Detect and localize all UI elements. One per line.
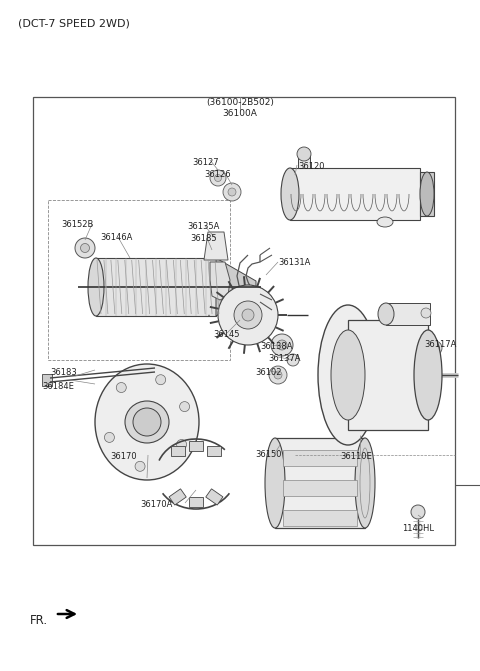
Bar: [189, 497, 203, 507]
Ellipse shape: [88, 258, 104, 316]
Text: 36184E: 36184E: [42, 382, 74, 391]
Bar: [290, 168, 420, 220]
Polygon shape: [216, 258, 256, 316]
Polygon shape: [204, 232, 228, 260]
Text: 36117A: 36117A: [424, 340, 456, 349]
Bar: [189, 441, 203, 451]
Ellipse shape: [281, 168, 299, 220]
Circle shape: [411, 505, 425, 519]
Text: 36185: 36185: [190, 234, 216, 243]
Bar: [171, 446, 185, 456]
Circle shape: [177, 440, 187, 450]
Ellipse shape: [355, 438, 375, 528]
Text: 36146A: 36146A: [100, 233, 132, 242]
Text: 1140HL: 1140HL: [402, 524, 434, 533]
Ellipse shape: [414, 330, 442, 420]
Bar: [207, 446, 221, 456]
Circle shape: [133, 408, 161, 436]
Ellipse shape: [265, 438, 285, 528]
Text: 36127: 36127: [192, 158, 218, 167]
Circle shape: [223, 183, 241, 201]
Text: 36183: 36183: [50, 368, 77, 377]
Text: 36135A: 36135A: [187, 222, 219, 231]
Text: 36138A: 36138A: [260, 342, 292, 351]
Bar: [420, 172, 434, 216]
Ellipse shape: [331, 330, 365, 420]
Bar: [275, 438, 365, 528]
Text: 36131A: 36131A: [278, 258, 311, 267]
Circle shape: [156, 374, 166, 384]
Circle shape: [105, 432, 114, 442]
Bar: [283, 450, 357, 466]
Bar: [42, 374, 52, 386]
Text: 36120: 36120: [298, 162, 324, 171]
Bar: [348, 320, 428, 430]
Circle shape: [277, 340, 287, 350]
Circle shape: [234, 301, 262, 329]
Bar: [283, 510, 357, 526]
Circle shape: [81, 244, 89, 252]
Circle shape: [287, 354, 299, 366]
Bar: [96, 258, 216, 316]
Circle shape: [116, 382, 126, 393]
Circle shape: [135, 462, 145, 471]
Circle shape: [297, 147, 311, 161]
Ellipse shape: [95, 364, 199, 480]
Circle shape: [428, 341, 442, 355]
Ellipse shape: [420, 172, 434, 216]
Circle shape: [274, 371, 282, 379]
Bar: [206, 489, 223, 505]
Ellipse shape: [318, 305, 378, 445]
Bar: [48, 200, 230, 360]
Circle shape: [180, 402, 190, 411]
Text: (36100-2B502): (36100-2B502): [206, 98, 274, 107]
Bar: [386, 303, 430, 325]
Text: 36145: 36145: [213, 330, 240, 339]
Text: 36150: 36150: [255, 450, 281, 459]
Text: 36102: 36102: [255, 368, 281, 377]
Circle shape: [269, 366, 287, 384]
Text: 36100A: 36100A: [223, 109, 257, 118]
Circle shape: [271, 334, 293, 356]
Circle shape: [218, 285, 278, 345]
Bar: [169, 489, 186, 505]
Polygon shape: [210, 262, 230, 300]
Ellipse shape: [378, 303, 394, 325]
Text: (DCT-7 SPEED 2WD): (DCT-7 SPEED 2WD): [18, 18, 130, 28]
Circle shape: [421, 308, 431, 318]
Circle shape: [228, 188, 236, 196]
Circle shape: [210, 170, 226, 186]
Ellipse shape: [377, 217, 393, 227]
Bar: [298, 154, 310, 168]
Bar: [283, 480, 357, 496]
Text: FR.: FR.: [30, 613, 48, 627]
Text: 36170: 36170: [110, 452, 137, 461]
Circle shape: [215, 174, 221, 181]
Circle shape: [242, 309, 254, 321]
Circle shape: [75, 238, 95, 258]
Ellipse shape: [360, 448, 370, 518]
Ellipse shape: [125, 401, 169, 443]
Bar: [33, 97, 455, 545]
Text: 36170A: 36170A: [140, 500, 172, 509]
Text: 36152B: 36152B: [61, 220, 94, 229]
Text: 36126: 36126: [204, 170, 230, 179]
Text: 36137A: 36137A: [268, 354, 300, 363]
Text: 36110E: 36110E: [340, 452, 372, 461]
